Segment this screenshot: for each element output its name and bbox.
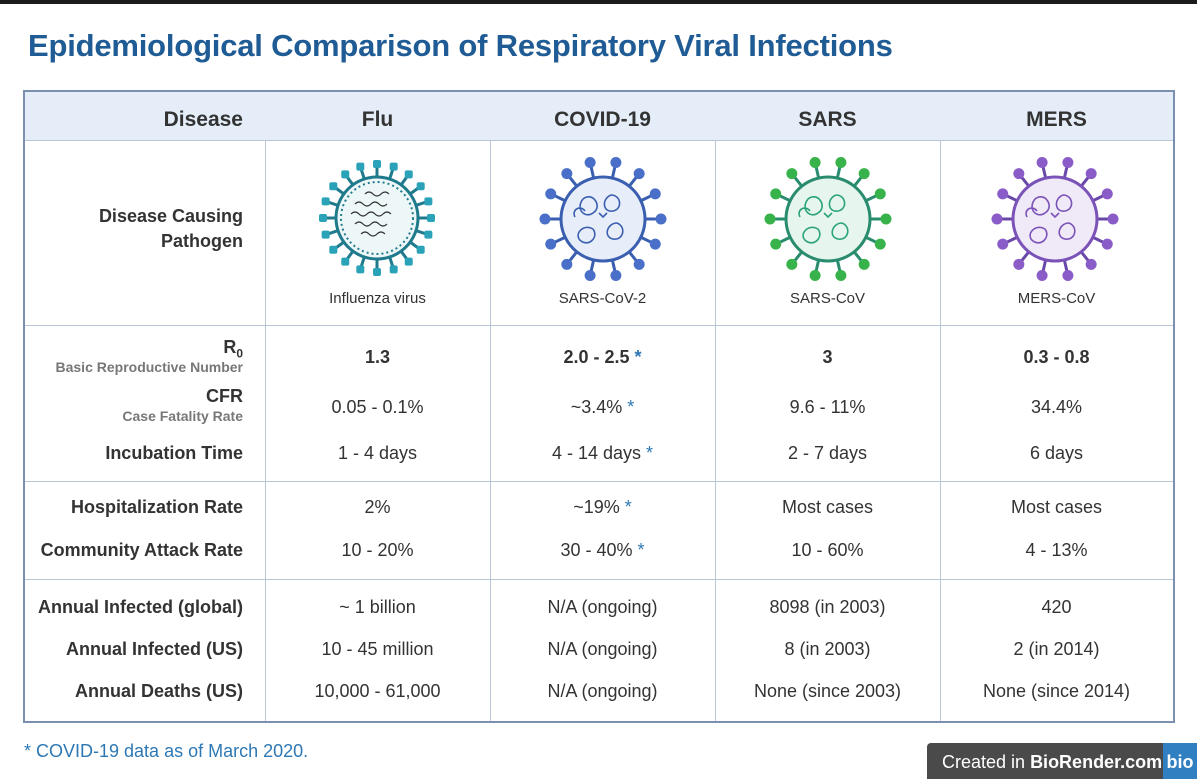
- pathogen-label-line1: Disease Causing: [98, 206, 243, 226]
- badge-prefix: Created in: [942, 752, 1031, 772]
- transmission-group: R0 Basic Reproductive Number 1.3 2.0 - 2…: [25, 325, 1173, 482]
- footnote: * COVID-19 data as of March 2020.: [24, 741, 309, 761]
- column-divider: [940, 92, 941, 721]
- cfr-sublabel: Case Fatality Rate: [122, 408, 243, 424]
- pathogen-label: Disease Causing Pathogen: [25, 204, 243, 254]
- r0-sublabel: Basic Reproductive Number: [55, 359, 244, 375]
- hospitalization-sars: Most cases: [781, 497, 874, 517]
- pathogen-name-mers: MERS-CoV: [1017, 290, 1096, 307]
- biorender-logo-icon: bio: [1163, 743, 1197, 779]
- attack-flu: 10 - 20%: [341, 540, 414, 560]
- incubation-sars: 2 - 7 days: [787, 443, 868, 463]
- asterisk-icon: *: [624, 497, 632, 517]
- deaths-us-flu: 10,000 - 61,000: [314, 681, 441, 701]
- hospitalization-mers: Most cases: [1010, 497, 1103, 517]
- attack-label: Community Attack Rate: [40, 540, 243, 560]
- deaths-us-covid19: N/A (ongoing): [547, 681, 658, 701]
- biorender-badge[interactable]: Created in BioRender.com bio: [927, 743, 1197, 779]
- infected-global-sars: 8098 (in 2003): [769, 597, 886, 617]
- column-divider: [490, 92, 491, 721]
- infected-global-label: Annual Infected (global): [38, 597, 243, 617]
- hospitalization-label: Hospitalization Rate: [70, 497, 243, 517]
- attack-mers: 4 - 13%: [1025, 540, 1088, 560]
- incubation-covid19: 4 - 14 days *: [490, 443, 715, 464]
- comparison-table: Disease Flu COVID-19 SARS MERS Disease C…: [23, 90, 1175, 723]
- deaths-us-mers: None (since 2014): [982, 681, 1131, 701]
- incubation-covid19-value: 4 - 14 days: [551, 443, 642, 463]
- attack-covid19: 30 - 40% *: [490, 540, 715, 561]
- r0-covid19-value: 2.0 - 2.5: [563, 347, 630, 367]
- pathogen-name-sars: SARS-CoV: [789, 290, 866, 307]
- severity-group: Hospitalization Rate 2% ~19% * Most case…: [25, 481, 1173, 580]
- mers-cov-icon: [991, 156, 1119, 282]
- infected-us-sars: 8 (in 2003): [784, 639, 871, 659]
- r0-label-text: R: [223, 337, 237, 357]
- column-divider: [265, 92, 266, 721]
- header-disease: Disease: [163, 108, 243, 131]
- infected-global-mers: 420: [1041, 597, 1072, 617]
- hospitalization-covid19-value: ~19%: [573, 497, 620, 517]
- pathogen-name-flu: Influenza virus: [329, 290, 426, 307]
- cfr-label: CFR: [206, 386, 243, 406]
- r0-mers: 0.3 - 0.8: [1023, 347, 1090, 367]
- column-divider: [715, 92, 716, 721]
- sars-cov-2-icon: [539, 156, 667, 282]
- header-covid19: COVID-19: [554, 108, 651, 131]
- pathogen-row: Disease Causing Pathogen: [25, 140, 1173, 326]
- deaths-us-sars: None (since 2003): [753, 681, 902, 701]
- cfr-covid19: ~3.4% *: [490, 397, 715, 418]
- r0-label: R0: [25, 337, 243, 361]
- header-sars: SARS: [798, 108, 857, 131]
- incubation-mers: 6 days: [1029, 443, 1084, 463]
- header-mers: MERS: [1026, 108, 1087, 131]
- cfr-flu: 0.05 - 0.1%: [331, 397, 424, 417]
- table-header-row: Disease Flu COVID-19 SARS MERS: [25, 92, 1173, 141]
- r0-covid19: 2.0 - 2.5 *: [490, 347, 715, 368]
- cfr-covid19-value: ~3.4%: [570, 397, 623, 417]
- asterisk-icon: *: [627, 397, 635, 417]
- asterisk-icon: *: [634, 347, 642, 367]
- r0-sars: 3: [822, 347, 833, 367]
- asterisk-icon: *: [646, 443, 654, 463]
- cfr-sars: 9.6 - 11%: [789, 397, 866, 417]
- hospitalization-covid19: ~19% *: [490, 497, 715, 518]
- infected-global-flu: ~ 1 billion: [339, 597, 416, 617]
- infected-us-flu: 10 - 45 million: [321, 639, 434, 659]
- top-border: [0, 0, 1197, 4]
- r0-label-subscript: 0: [236, 346, 243, 361]
- infected-us-covid19: N/A (ongoing): [547, 639, 658, 659]
- deaths-us-label: Annual Deaths (US): [74, 681, 243, 701]
- influenza-virus-icon: [319, 160, 435, 276]
- burden-group: Annual Infected (global) ~ 1 billion N/A…: [25, 579, 1173, 721]
- infected-us-mers: 2 (in 2014): [1013, 639, 1100, 659]
- header-flu: Flu: [361, 108, 394, 131]
- infected-us-label: Annual Infected (US): [65, 639, 243, 659]
- incubation-label: Incubation Time: [105, 443, 243, 463]
- r0-flu: 1.3: [364, 347, 391, 367]
- sars-cov-icon: [764, 156, 892, 282]
- badge-brand: BioRender.com: [1030, 752, 1163, 772]
- page-title: Epidemiological Comparison of Respirator…: [28, 28, 893, 63]
- attack-covid19-value: 30 - 40%: [560, 540, 633, 560]
- cfr-mers: 34.4%: [1030, 397, 1083, 417]
- hospitalization-flu: 2%: [364, 497, 391, 517]
- incubation-flu: 1 - 4 days: [337, 443, 418, 463]
- infected-global-covid19: N/A (ongoing): [547, 597, 658, 617]
- pathogen-name-covid19: SARS-CoV-2: [558, 290, 647, 307]
- attack-sars: 10 - 60%: [791, 540, 864, 560]
- asterisk-icon: *: [637, 540, 645, 560]
- pathogen-label-line2: Pathogen: [160, 231, 243, 251]
